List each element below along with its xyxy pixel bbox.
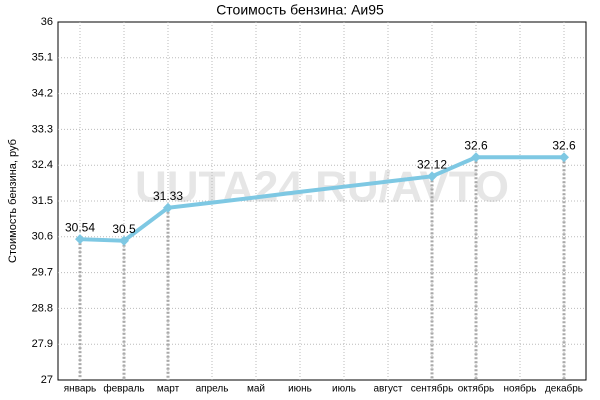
y-tick-label: 27.9 [32,338,53,350]
point-marker [163,202,173,213]
point-marker [75,234,85,245]
x-tick-label: март [157,384,180,395]
y-tick-label: 36 [41,16,53,28]
data-label: 30.54 [65,220,95,234]
y-tick-label: 27 [41,374,53,386]
series-line [79,155,564,243]
data-label: 31.33 [153,189,183,203]
data-label: 32.6 [552,138,576,152]
x-tick-label: май [247,384,265,395]
x-tick-label: сентябрь [411,383,454,395]
x-tick-label: декабрь [545,383,583,395]
y-tick-label: 34.2 [32,88,53,100]
x-tick-label: февраль [103,383,144,395]
point-marker [119,235,129,246]
x-tick-label: ноябрь [504,383,537,395]
chart-title: Стоимость бензина: Аи95 [216,2,384,18]
y-tick-label: 35.1 [32,52,53,64]
point-marker [471,152,481,163]
y-tick-label: 29.7 [32,267,53,279]
y-tick-label: 32.4 [32,159,53,171]
y-tick-label: 30.6 [32,231,53,243]
data-label: 32.12 [417,158,447,172]
y-tick-label: 33.3 [32,123,53,135]
data-label: 32.6 [464,138,488,152]
y-tick-label: 31.5 [32,195,53,207]
y-tick-label: 28.8 [32,302,53,314]
x-tick-label: июль [332,384,356,395]
x-tick-label: июнь [288,384,312,395]
y-axis-label: Стоимость бензина, руб [7,139,19,263]
x-tick-label: октябрь [458,383,495,395]
x-tick-label: апрель [196,384,229,395]
data-label: 30.5 [112,222,136,236]
point-marker [559,152,569,163]
point-marker [427,171,437,182]
x-tick-label: август [374,384,403,395]
x-tick-label: январь [64,384,96,395]
